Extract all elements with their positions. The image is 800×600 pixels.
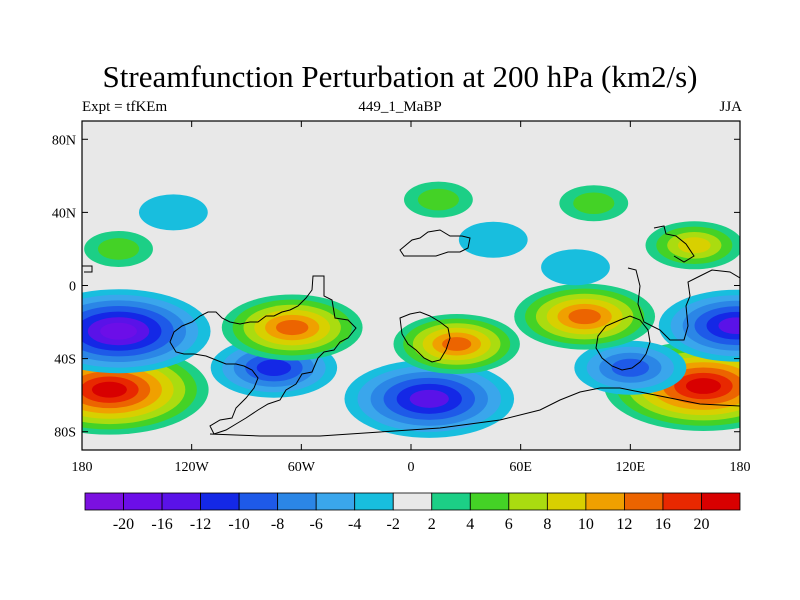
colorbar-label: 4 — [466, 516, 474, 533]
colorbar-swatch — [662, 492, 702, 511]
contour-band — [256, 359, 292, 376]
colorbar-label: 2 — [428, 516, 436, 533]
antarctica-coast — [209, 387, 740, 437]
contour-cell-12 — [559, 185, 629, 222]
contour-band — [678, 237, 711, 254]
north-africa-coast — [399, 229, 471, 257]
contour-cell-15 — [138, 194, 208, 231]
x-tick-label: 120E — [616, 460, 646, 475]
pacific-islands-coast — [82, 265, 93, 273]
colorbar-swatch — [701, 492, 741, 511]
contour-cell-11 — [404, 181, 473, 218]
season-label: JJA — [719, 99, 742, 115]
africa-coast — [399, 311, 451, 363]
contour-cell-7 — [221, 294, 363, 361]
colorbar-swatch — [546, 492, 587, 511]
y-axis: 80N 40N 0 40S 80S — [52, 133, 740, 441]
colorbar-swatch — [315, 492, 356, 511]
map-title: Streamfunction Perturbation at 200 hPa (… — [102, 59, 698, 94]
colorbar-label: 20 — [694, 516, 710, 533]
australia-coast — [595, 315, 651, 371]
contour-band — [138, 194, 208, 231]
colorbar-label: -16 — [151, 516, 172, 533]
contour-cell-10 — [645, 221, 740, 270]
contour-band — [100, 322, 137, 340]
colorbar-swatch — [392, 492, 433, 511]
colorbar-label: -20 — [113, 516, 134, 533]
contour-band — [568, 308, 601, 325]
x-tick-label: 60W — [288, 460, 316, 475]
experiment-label: Expt = tfKEm — [82, 99, 168, 115]
contour-band — [417, 188, 460, 211]
colorbar-swatch — [469, 492, 510, 511]
contour-band — [275, 319, 309, 336]
colorbar-swatch — [200, 492, 240, 511]
colorbar-label: 10 — [578, 516, 594, 533]
x-tick-label: 60E — [509, 460, 532, 475]
contour-band — [573, 192, 615, 215]
contour-band — [685, 378, 721, 394]
contour-cell-1 — [82, 289, 211, 374]
colorbar-swatch — [238, 492, 279, 511]
contour-cell-13 — [458, 221, 528, 258]
x-tick-label: 120W — [175, 460, 210, 475]
colorbar-swatch — [161, 492, 201, 511]
y-tick-label: 0 — [69, 280, 76, 295]
contour-band — [541, 249, 610, 286]
colorbar-label: 6 — [505, 516, 513, 533]
colorbar-swatch — [624, 492, 664, 511]
south-america-coast — [169, 275, 357, 435]
x-tick-label: 180 — [72, 460, 93, 475]
contour-band — [718, 317, 740, 335]
contour-cell-8 — [514, 283, 656, 350]
colorbar-label: -12 — [190, 516, 211, 533]
colorbar-swatch — [431, 492, 471, 511]
colorbar: -20 -16 -12 -10 -8 -6 -4 -2 2 4 6 8 10 12 16 20 — [84, 492, 741, 533]
y-tick-label: 80S — [54, 426, 76, 441]
colorbar-swatch — [277, 492, 317, 511]
colorbar-label: 16 — [655, 516, 671, 533]
contour-cell-3 — [658, 289, 740, 362]
contour-cell-14 — [541, 249, 610, 286]
x-axis: 180 120W 60W 0 60E 120E 180 — [72, 121, 751, 475]
contour-band — [91, 381, 127, 398]
colorbar-label: -2 — [387, 516, 400, 533]
contour-cell-6 — [574, 340, 687, 395]
colorbar-swatch — [585, 492, 625, 511]
contour-fill-layer — [82, 181, 740, 438]
y-tick-label: 40S — [54, 353, 76, 368]
contour-cell-9 — [393, 313, 520, 374]
contour-band — [458, 221, 528, 258]
colorbar-swatch — [354, 492, 394, 511]
colorbar-swatch — [508, 492, 548, 511]
run-id-label: 449_1_MaBP — [358, 99, 442, 115]
contour-band — [409, 389, 449, 408]
colorbar-swatch — [123, 492, 163, 511]
y-tick-label: 40N — [52, 206, 76, 221]
colorbar-label: -6 — [310, 516, 323, 533]
colorbar-label: -10 — [228, 516, 249, 533]
asia-north-coast — [653, 225, 695, 263]
contour-band — [611, 358, 650, 377]
x-tick-label: 180 — [730, 460, 751, 475]
colorbar-label: -8 — [271, 516, 284, 533]
contour-cell-16 — [84, 230, 153, 267]
colorbar-label: 8 — [543, 516, 551, 533]
contour-band — [97, 238, 140, 260]
asia-east-coast — [627, 267, 740, 341]
colorbar-swatch — [84, 492, 124, 511]
colorbar-label: 12 — [616, 516, 632, 533]
x-tick-label: 0 — [408, 460, 415, 475]
y-tick-label: 80N — [52, 133, 76, 148]
coastline-layer — [82, 225, 740, 437]
contour-cell-4 — [344, 359, 515, 438]
colorbar-label: -4 — [348, 516, 361, 533]
